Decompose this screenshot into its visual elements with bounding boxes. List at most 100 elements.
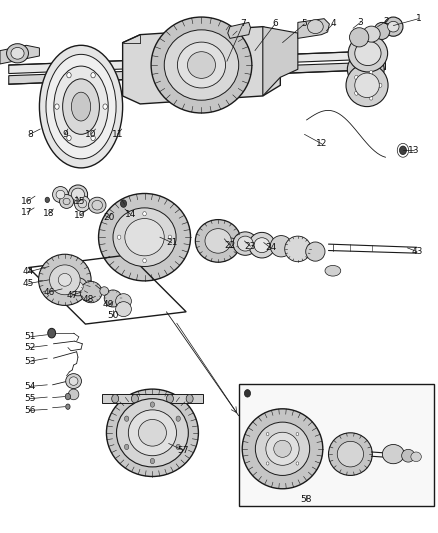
Ellipse shape <box>337 441 364 467</box>
Text: 4: 4 <box>330 20 336 28</box>
Ellipse shape <box>402 449 415 462</box>
Circle shape <box>369 70 373 75</box>
Polygon shape <box>9 51 385 74</box>
Text: 46: 46 <box>43 288 55 296</box>
Polygon shape <box>9 62 385 84</box>
Text: 51: 51 <box>24 333 35 341</box>
Ellipse shape <box>233 232 258 255</box>
Ellipse shape <box>347 52 384 86</box>
Ellipse shape <box>138 419 166 446</box>
Ellipse shape <box>69 377 78 385</box>
Ellipse shape <box>382 445 404 464</box>
Ellipse shape <box>411 452 421 462</box>
Text: 50: 50 <box>107 311 119 320</box>
Ellipse shape <box>53 187 68 203</box>
Ellipse shape <box>11 47 24 59</box>
Ellipse shape <box>346 64 388 107</box>
Text: 43: 43 <box>411 247 423 256</box>
Ellipse shape <box>46 54 116 159</box>
Polygon shape <box>263 27 298 96</box>
Text: 47: 47 <box>67 291 78 300</box>
Ellipse shape <box>113 208 176 266</box>
Ellipse shape <box>249 232 275 258</box>
Ellipse shape <box>99 193 191 281</box>
Text: 12: 12 <box>316 140 328 148</box>
Ellipse shape <box>125 219 164 256</box>
Circle shape <box>296 462 299 465</box>
Text: 13: 13 <box>408 146 420 155</box>
Circle shape <box>150 402 155 407</box>
Ellipse shape <box>270 236 292 257</box>
Text: 8: 8 <box>27 130 33 139</box>
Ellipse shape <box>177 42 226 88</box>
Ellipse shape <box>71 188 85 201</box>
Ellipse shape <box>60 195 74 208</box>
Circle shape <box>48 328 56 338</box>
Ellipse shape <box>68 185 88 204</box>
Ellipse shape <box>363 26 380 42</box>
Circle shape <box>176 445 180 450</box>
Circle shape <box>355 75 358 79</box>
Text: 44: 44 <box>23 268 34 276</box>
Circle shape <box>176 416 180 421</box>
Circle shape <box>124 445 129 450</box>
Ellipse shape <box>63 79 99 134</box>
Ellipse shape <box>164 30 239 100</box>
Ellipse shape <box>348 35 388 72</box>
Circle shape <box>296 432 299 435</box>
Text: 1: 1 <box>416 14 422 23</box>
Ellipse shape <box>205 229 231 253</box>
Circle shape <box>124 416 129 421</box>
Ellipse shape <box>49 265 80 295</box>
Text: 17: 17 <box>21 208 33 216</box>
Polygon shape <box>0 45 39 64</box>
Ellipse shape <box>39 45 123 168</box>
Ellipse shape <box>266 432 299 465</box>
Ellipse shape <box>128 410 177 456</box>
Text: 57: 57 <box>177 446 189 455</box>
Ellipse shape <box>116 294 131 309</box>
Ellipse shape <box>274 440 291 457</box>
Ellipse shape <box>307 20 323 34</box>
Ellipse shape <box>117 399 188 467</box>
Ellipse shape <box>306 242 325 261</box>
Ellipse shape <box>7 44 28 63</box>
Text: 2: 2 <box>384 17 389 26</box>
Ellipse shape <box>74 196 90 212</box>
Circle shape <box>66 404 70 409</box>
Ellipse shape <box>58 273 71 286</box>
Text: 48: 48 <box>83 295 94 304</box>
Text: 22: 22 <box>224 241 236 249</box>
Circle shape <box>55 104 59 109</box>
Circle shape <box>45 197 49 203</box>
Polygon shape <box>298 19 329 38</box>
Circle shape <box>168 235 172 239</box>
Ellipse shape <box>54 66 108 147</box>
Text: 9: 9 <box>62 130 68 139</box>
Polygon shape <box>102 394 203 403</box>
Circle shape <box>166 394 173 403</box>
Ellipse shape <box>88 197 106 213</box>
Ellipse shape <box>73 282 83 292</box>
Text: 7: 7 <box>240 20 246 28</box>
Text: 58: 58 <box>300 496 311 504</box>
Ellipse shape <box>116 302 131 317</box>
Circle shape <box>103 104 107 109</box>
Text: 54: 54 <box>24 382 35 391</box>
Text: 6: 6 <box>272 20 278 28</box>
Text: 53: 53 <box>24 357 35 366</box>
Circle shape <box>399 146 406 155</box>
Ellipse shape <box>100 287 109 295</box>
Text: 3: 3 <box>357 18 364 27</box>
Text: 15: 15 <box>74 197 85 206</box>
Ellipse shape <box>237 236 253 251</box>
Ellipse shape <box>195 220 241 262</box>
Text: 14: 14 <box>125 210 136 219</box>
Circle shape <box>266 462 269 465</box>
Ellipse shape <box>374 22 390 39</box>
Ellipse shape <box>328 433 372 475</box>
Text: 16: 16 <box>21 197 33 206</box>
Text: 24: 24 <box>265 244 276 252</box>
Ellipse shape <box>187 52 215 78</box>
Circle shape <box>266 432 269 435</box>
